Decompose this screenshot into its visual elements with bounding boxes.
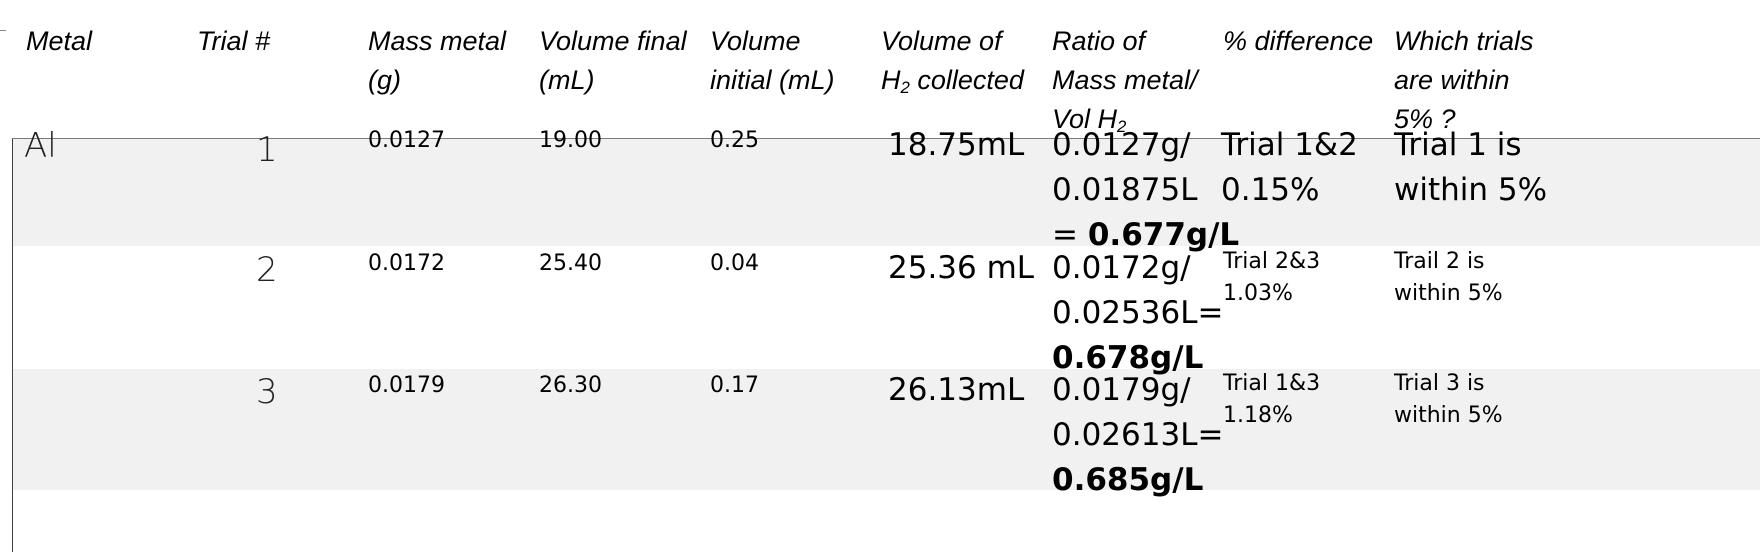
row-3-ratio: 0.0179g/ 0.02613L= 0.685g/L	[1052, 368, 1223, 503]
row-1-volume-final: 19.00	[539, 128, 602, 153]
row-1-ratio-expression: 0.0127g/ 0.01875L =	[1052, 127, 1198, 253]
row-3-volume-initial: 0.17	[710, 373, 759, 398]
row-3-mass: 0.0179	[368, 373, 445, 398]
row-2-ratio: 0.0172g/ 0.02536L= 0.678g/L	[1052, 246, 1223, 381]
table-left-border	[12, 138, 13, 552]
header-volume-final: Volume final (mL)	[539, 26, 687, 95]
header-ratio-subscript: 2	[1117, 117, 1127, 137]
row-3-volume-collected: 26.13mL	[888, 372, 1025, 408]
row-3-ratio-expression: 0.0179g/ 0.02613L=	[1052, 372, 1224, 453]
row-2-volume-final: 25.40	[539, 251, 602, 276]
header-ratio: Ratio of Mass metal/ Vol H2	[1052, 22, 1198, 139]
header-within-5-percent: Which trials are within 5% ?	[1394, 26, 1534, 134]
row-3-percent-difference: Trial 1&3 1.18%	[1223, 371, 1321, 428]
row-1-trial: 1	[256, 130, 278, 170]
row-2-trial: 2	[256, 250, 278, 290]
header-volume-collected-suffix: collected	[909, 65, 1024, 95]
row-2-ratio-result: 0.678g/L	[1052, 340, 1204, 376]
row-2-percent-difference: Trial 2&3 1.03%	[1223, 249, 1321, 306]
header-trial: Trial #	[197, 26, 271, 56]
header-volume-collected: Volume of H2 collected	[881, 22, 1024, 100]
row-1-ratio: 0.0127g/ 0.01875L = 0.677g/L	[1052, 123, 1239, 258]
row-2-volume-initial: 0.04	[710, 251, 759, 276]
row-1-mass: 0.0127	[368, 128, 445, 153]
row-1-ratio-result: 0.677g/L	[1087, 217, 1240, 253]
header-volume-collected-subscript: 2	[900, 78, 910, 98]
header-ratio-text: Ratio of Mass metal/ Vol H	[1052, 26, 1198, 134]
header-volume-collected-text: Volume of H	[881, 26, 1002, 95]
row-1-volume-collected: 18.75mL	[888, 127, 1025, 163]
row-3-within: Trial 3 is within 5%	[1394, 371, 1503, 428]
row-1-percent-difference: Trial 1&2 0.15%	[1221, 127, 1358, 208]
row-2-mass: 0.0172	[368, 251, 445, 276]
header-mass: Mass metal (g)	[368, 26, 507, 95]
row-3-background	[13, 369, 1760, 490]
header-percent-difference: % difference	[1223, 26, 1374, 56]
row-1-metal: Al	[24, 126, 57, 166]
row-3-volume-final: 26.30	[539, 373, 602, 398]
header-metal: Metal	[26, 26, 93, 56]
row-1-within: Trial 1 is within 5%	[1394, 127, 1548, 208]
row-2-ratio-expression: 0.0172g/ 0.02536L=	[1052, 250, 1224, 331]
row-3-ratio-result: 0.685g/L	[1052, 462, 1204, 498]
header-tick	[0, 30, 6, 31]
row-1-background	[13, 139, 1760, 246]
header-bottom-border	[12, 138, 1760, 139]
header-volume-initial: Volume initial (mL)	[710, 26, 835, 95]
row-2-volume-collected: 25.36 mL	[888, 250, 1035, 286]
row-3-trial: 3	[256, 372, 278, 412]
row-1-volume-initial: 0.25	[710, 128, 759, 153]
row-2-within: Trail 2 is within 5%	[1394, 249, 1503, 306]
